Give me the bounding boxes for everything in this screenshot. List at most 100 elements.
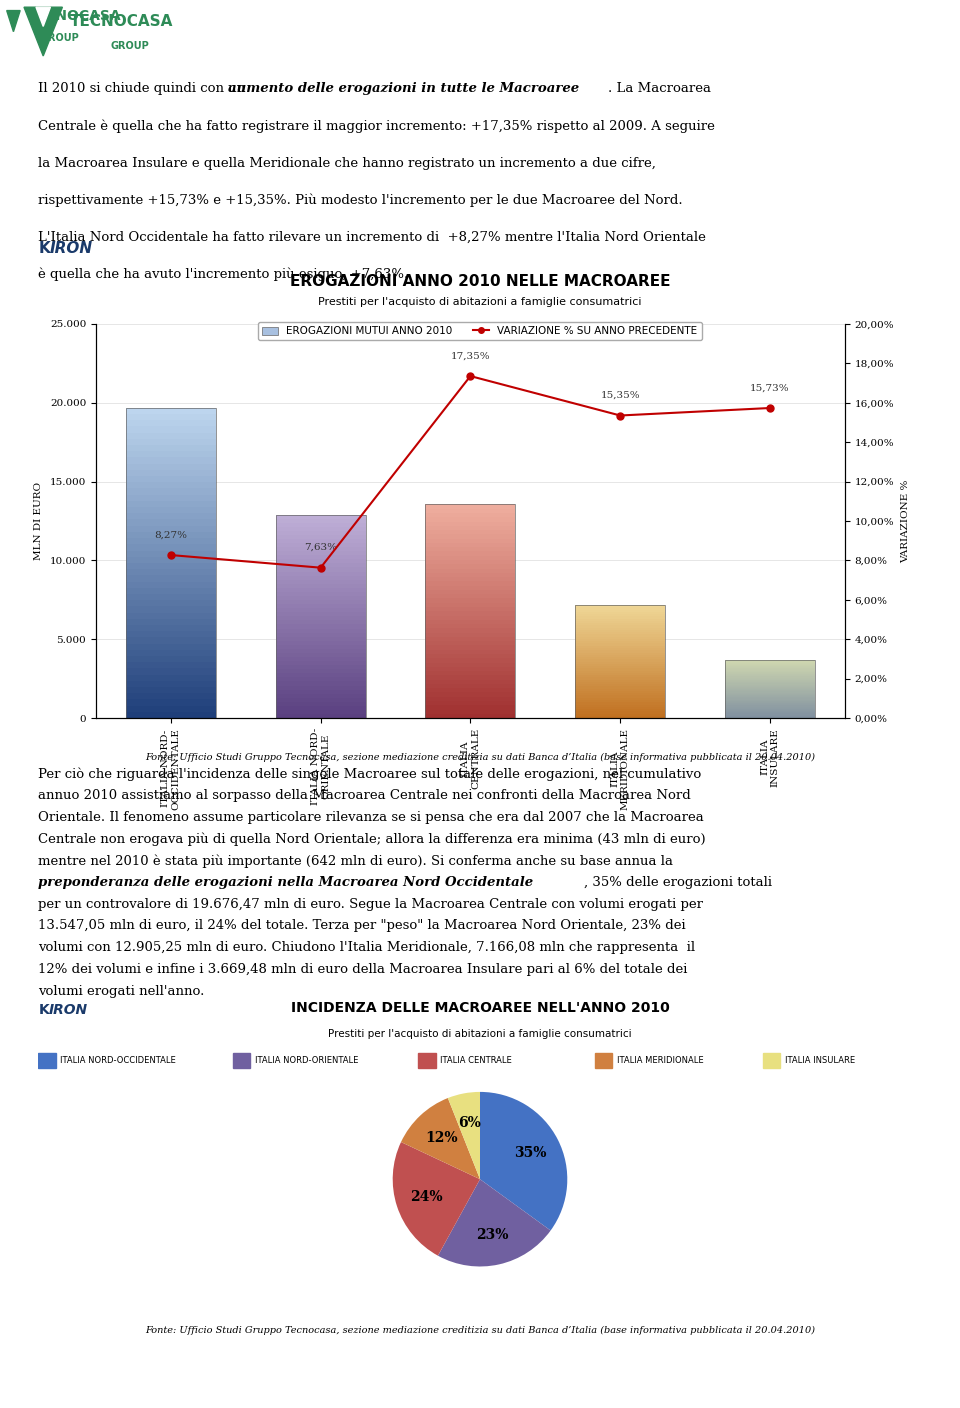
Polygon shape [7, 10, 20, 31]
Wedge shape [448, 1093, 480, 1180]
Text: 12% dei volumi e infine i 3.669,48 mln di euro della Macroarea Insulare pari al : 12% dei volumi e infine i 3.669,48 mln d… [38, 963, 687, 976]
Bar [575, 700, 665, 703]
Text: volumi erogati nell'anno.: volumi erogati nell'anno. [38, 984, 204, 997]
Bar [425, 649, 516, 653]
Bar [575, 680, 665, 681]
Text: INCIDENZA DELLE MACROAREE NELL'ANNO 2010: INCIDENZA DELLE MACROAREE NELL'ANNO 2010 [291, 1001, 669, 1015]
Bar [126, 576, 216, 582]
Bar [425, 556, 516, 560]
Bar [126, 476, 216, 483]
Bar [126, 656, 216, 662]
Bar [425, 693, 516, 697]
Bar [276, 698, 366, 701]
Bar [276, 662, 366, 665]
Bar [276, 551, 366, 555]
Bar [575, 643, 665, 646]
Bar [425, 586, 516, 590]
Bar [276, 518, 366, 522]
Bar [575, 669, 665, 670]
Bar [276, 514, 366, 518]
Bar [276, 587, 366, 591]
Bar [126, 582, 216, 587]
Bar [276, 621, 366, 625]
Bar [276, 535, 366, 539]
Bar [126, 458, 216, 463]
Bar [276, 628, 366, 632]
Bar [276, 527, 366, 531]
Bar [276, 645, 366, 649]
Bar [276, 555, 366, 559]
Bar [425, 517, 516, 521]
Bar [126, 445, 216, 451]
Bar [276, 677, 366, 681]
Bar [575, 710, 665, 711]
Bar [276, 641, 366, 645]
Text: mentre nel 2010 è stata più importante (642 mln di euro). Si conferma anche su b: mentre nel 2010 è stata più importante (… [38, 855, 673, 867]
Text: K: K [38, 1004, 49, 1018]
Bar [276, 596, 366, 600]
Bar [425, 525, 516, 529]
Bar [425, 641, 516, 645]
Wedge shape [393, 1142, 480, 1256]
Bar [425, 577, 516, 582]
Bar [575, 711, 665, 714]
Bar [232, 1053, 251, 1067]
Bar [575, 607, 665, 610]
Bar [575, 666, 665, 669]
Y-axis label: MLN DI EURO: MLN DI EURO [34, 482, 43, 560]
Bar [276, 591, 366, 596]
Bar [276, 559, 366, 563]
Bar [126, 705, 216, 712]
Bar [126, 631, 216, 638]
Bar [126, 525, 216, 532]
Text: L'Italia Nord Occidentale ha fatto rilevare un incremento di  +8,27% mentre l'It: L'Italia Nord Occidentale ha fatto rilev… [38, 231, 707, 244]
Bar [575, 636, 665, 639]
Bar [126, 427, 216, 432]
Bar [126, 625, 216, 631]
Text: rispettivamente +15,73% e +15,35%. Più modesto l'incremento per le due Macroaree: rispettivamente +15,73% e +15,35%. Più m… [38, 194, 683, 207]
Bar [276, 714, 366, 718]
Bar [425, 632, 516, 636]
Bar [575, 605, 665, 607]
Bar [575, 618, 665, 621]
Bar [276, 600, 366, 604]
Bar [276, 701, 366, 705]
Text: 8,27%: 8,27% [155, 531, 187, 539]
Bar [595, 1053, 612, 1067]
Bar [276, 617, 366, 621]
Bar [425, 628, 516, 632]
Bar [425, 676, 516, 680]
Bar [126, 520, 216, 525]
Bar [126, 420, 216, 427]
Bar [126, 607, 216, 612]
Bar [425, 569, 516, 573]
Text: ITALIA MERIDIONALE: ITALIA MERIDIONALE [617, 1056, 704, 1064]
Bar [575, 693, 665, 696]
Bar [425, 615, 516, 620]
Bar [276, 612, 366, 617]
Bar [762, 1053, 780, 1067]
Bar [276, 669, 366, 673]
Bar [575, 707, 665, 710]
Bar [575, 704, 665, 707]
Text: per un controvalore di 19.676,47 mln di euro. Segue la Macroarea Centrale con vo: per un controvalore di 19.676,47 mln di … [38, 898, 704, 911]
Bar [575, 625, 665, 628]
Bar [575, 610, 665, 612]
Bar [425, 705, 516, 710]
Bar [276, 658, 366, 662]
Polygon shape [24, 7, 62, 56]
Bar [575, 715, 665, 718]
Text: annuo 2010 assistiamo al sorpasso della Macroarea Centrale nei confronti della M: annuo 2010 assistiamo al sorpasso della … [38, 790, 691, 803]
Bar [126, 556, 216, 563]
Text: 7,63%: 7,63% [304, 543, 337, 552]
Text: 35%: 35% [515, 1146, 547, 1160]
Bar [276, 694, 366, 698]
Text: GROUP: GROUP [40, 32, 79, 42]
Bar [126, 463, 216, 470]
Bar [575, 691, 665, 693]
Text: Per ciò che riguarda l'incidenza delle singole Macroaree sul totale delle erogaz: Per ciò che riguarda l'incidenza delle s… [38, 767, 702, 781]
Bar [126, 501, 216, 507]
Bar [38, 1053, 56, 1067]
Bar [425, 582, 516, 586]
Bar [575, 652, 665, 655]
